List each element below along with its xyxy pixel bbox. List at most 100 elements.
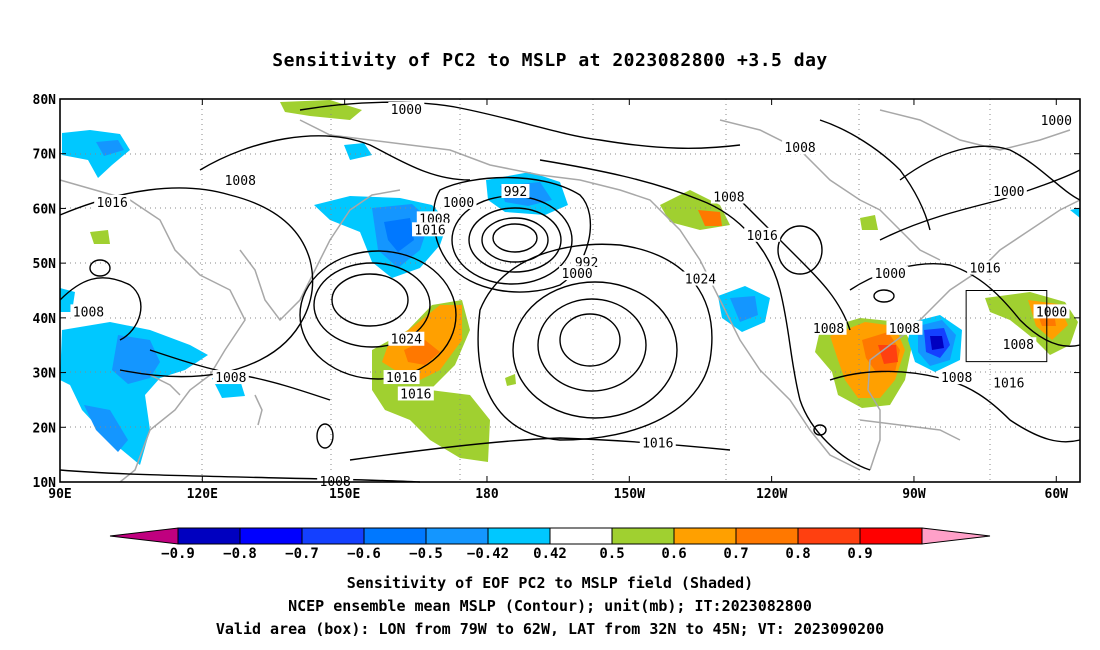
contour-label-bg	[1033, 304, 1070, 319]
contour-label: 1000	[1036, 305, 1067, 320]
contour-label: 1008	[215, 371, 246, 386]
colorbar-segment	[239, 527, 303, 545]
colorbar-label: 0.6	[661, 546, 686, 562]
contour-line	[349, 437, 731, 461]
colorbar-label: −0.9	[161, 546, 195, 562]
lat-tick-label: 80N	[33, 93, 57, 108]
colorbar-label: −0.6	[347, 546, 381, 562]
lon-tick-label: 60W	[1045, 487, 1069, 502]
contour-line	[481, 217, 549, 263]
lat-tick-label: 30N	[33, 367, 57, 382]
contour-line	[899, 145, 1081, 201]
contour-label-bg	[94, 194, 131, 209]
contour-label: 1008	[813, 322, 844, 337]
contour-line	[829, 370, 1081, 443]
contour-label-bg	[682, 271, 719, 286]
contour-label-bg	[440, 194, 477, 209]
contour-label: 1008	[1003, 338, 1034, 353]
contour-label-bg	[782, 140, 819, 155]
contour-line	[512, 281, 678, 419]
colorbar-segment	[425, 527, 489, 545]
colorbar-triangle-low	[109, 527, 179, 545]
contour-label: 1008	[889, 322, 920, 337]
contour-line	[492, 223, 538, 253]
contour-label: 1000	[561, 267, 592, 282]
contour-line	[331, 273, 409, 327]
map-plot-area: 1000 1000 1008 1016 1000 992 1008 1008 1000 1008 1…	[59, 98, 1081, 490]
contour-label-bg	[388, 101, 425, 116]
contour-label-bg	[412, 222, 449, 237]
contour-label-bg	[1000, 337, 1037, 352]
colorbar-segment	[487, 527, 551, 545]
negative-sensitivity-region	[60, 322, 208, 465]
contour-label: 1016	[746, 229, 777, 244]
negative-sensitivity-region	[112, 335, 160, 384]
contour-label: 1008	[225, 174, 256, 189]
contour-label-bg	[388, 331, 425, 346]
contour-label: 1000	[875, 267, 906, 282]
lat-tick-label: 60N	[33, 202, 57, 217]
lon-tick-label: 150W	[614, 487, 645, 502]
positive-sensitivity-region	[698, 210, 722, 226]
contour-line	[59, 469, 421, 483]
caption-line-2: NCEP ensemble mean MSLP (Contour); unit(…	[288, 597, 812, 615]
map-frame	[59, 98, 1081, 483]
contour-line	[59, 277, 142, 341]
contour-line	[813, 424, 827, 436]
lon-tick-label: 180	[475, 487, 499, 502]
contour-line	[316, 423, 334, 449]
caption-line-1: Sensitivity of EOF PC2 to MSLP field (Sh…	[346, 574, 754, 592]
lon-tick-label: 120E	[187, 487, 218, 502]
colorbar-segment	[673, 527, 737, 545]
negative-sensitivity-region	[84, 405, 128, 452]
contour-line	[432, 176, 592, 293]
contour-line	[89, 259, 111, 277]
colorbar-segment	[549, 527, 613, 545]
contour-label-bg	[212, 370, 249, 385]
colorbar-label: −0.8	[223, 546, 257, 562]
colorbar-label: −0.7	[285, 546, 319, 562]
negative-sensitivity-region	[930, 336, 944, 350]
colorbar-triangle-high	[921, 527, 991, 545]
positive-sensitivity-region	[404, 340, 440, 365]
contour-line	[537, 298, 647, 392]
negative-sensitivity-region	[730, 296, 758, 322]
mslp-contours	[59, 101, 1081, 483]
contour-line	[819, 119, 931, 231]
contour-label: 1008	[713, 190, 744, 205]
colorbar-label: 0.8	[785, 546, 810, 562]
negative-sensitivity-region	[96, 140, 124, 156]
contour-label-bg	[886, 320, 923, 335]
contour-label-bg	[990, 375, 1027, 390]
caption-line-3: Valid area (box): LON from 79W to 62W, L…	[215, 620, 885, 638]
contour-label: 1016	[642, 437, 673, 452]
contour-line	[477, 243, 713, 441]
contour-label-bg	[501, 184, 530, 199]
contour-line	[539, 159, 871, 471]
contour-line	[199, 135, 471, 181]
contour-label: 1016	[97, 196, 128, 211]
contour-label-bg	[872, 266, 909, 281]
positive-sensitivity-region	[505, 374, 516, 386]
colorbar: −0.9 −0.8 −0.7 −0.6 −0.5 −0.42 0.42 0.5 0.6 0.7 0.…	[109, 527, 991, 562]
contour-label-bg	[639, 435, 676, 450]
contour-label: 1016	[386, 371, 417, 386]
chart-title: Sensitivity of PC2 to MSLP at 2023082800…	[272, 50, 828, 71]
lat-tick-label: 40N	[33, 312, 57, 327]
contour-label: 1000	[1041, 114, 1072, 129]
contour-label-bg	[810, 320, 847, 335]
lat-tick-label: 10N	[33, 476, 57, 491]
contour-line	[299, 250, 457, 380]
contour-label: 1008	[941, 371, 972, 386]
contour-line	[299, 101, 741, 149]
contour-label-bg	[744, 227, 781, 242]
positive-sensitivity-region	[90, 230, 110, 244]
contour-label: 992	[504, 185, 527, 200]
contour-label-bg	[990, 184, 1027, 199]
contour-line	[777, 225, 823, 275]
contour-label-bg	[222, 173, 259, 188]
lat-tick-label: 70N	[33, 148, 57, 163]
negative-sensitivity-region	[344, 143, 372, 160]
colorbar-segment	[611, 527, 675, 545]
